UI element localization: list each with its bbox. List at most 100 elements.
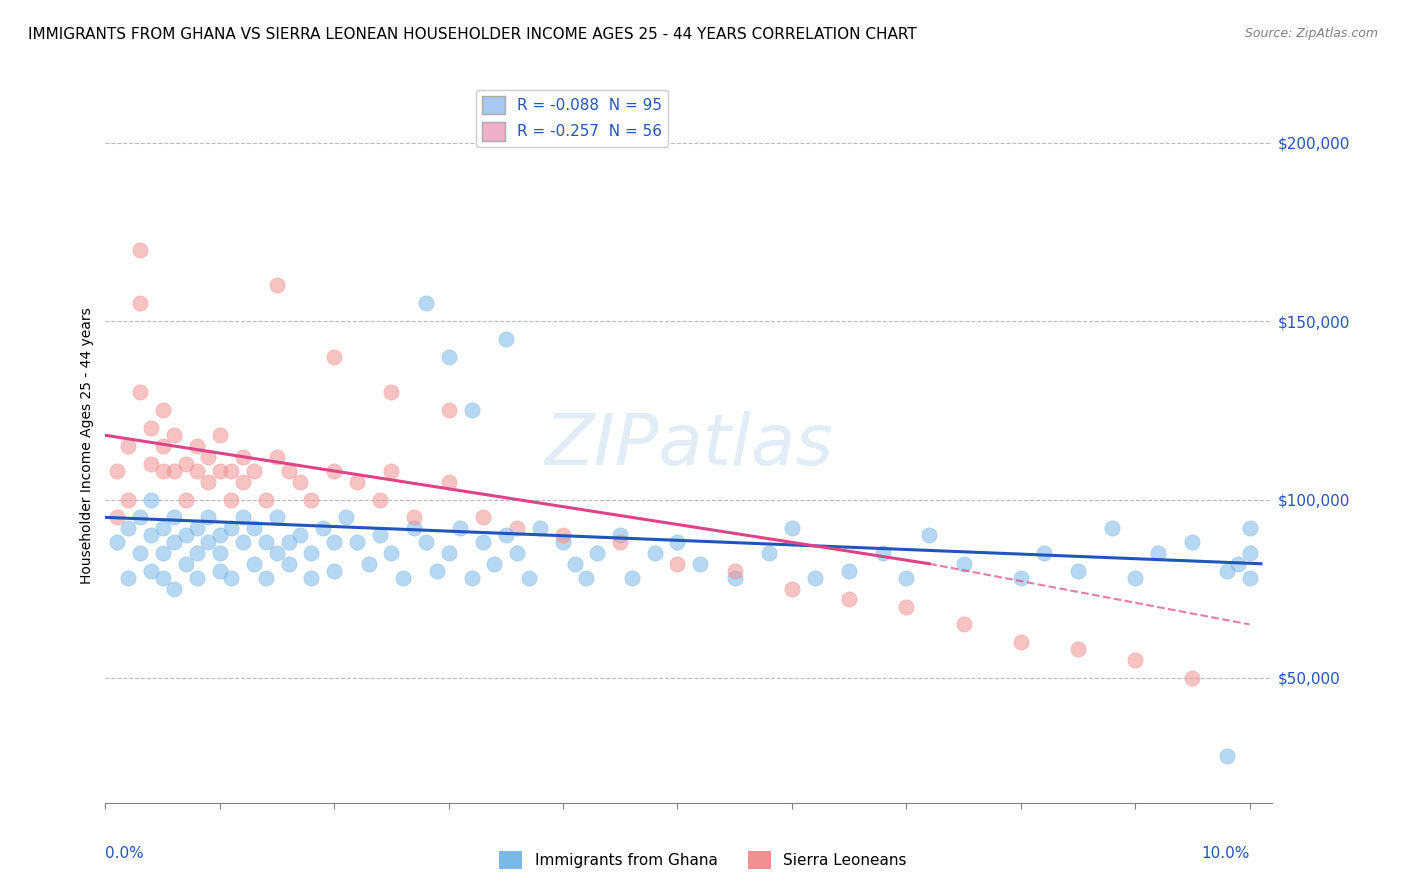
Point: [105, 510, 128, 524]
Point: [221, 464, 243, 478]
Point: [437, 546, 460, 560]
Point: [208, 528, 231, 542]
Point: [208, 464, 231, 478]
Point: [1239, 521, 1261, 535]
Point: [437, 403, 460, 417]
Point: [186, 571, 208, 585]
Point: [254, 571, 277, 585]
Text: IMMIGRANTS FROM GHANA VS SIERRA LEONEAN HOUSEHOLDER INCOME AGES 25 - 44 YEARS CO: IMMIGRANTS FROM GHANA VS SIERRA LEONEAN …: [28, 27, 917, 42]
Point: [266, 510, 288, 524]
Point: [1032, 546, 1054, 560]
Point: [221, 571, 243, 585]
Point: [666, 557, 689, 571]
Point: [152, 546, 174, 560]
Point: [197, 450, 219, 464]
Point: [404, 521, 426, 535]
Point: [105, 535, 128, 549]
Point: [128, 296, 150, 310]
Point: [288, 528, 311, 542]
Text: ZIPatlas: ZIPatlas: [544, 411, 834, 481]
Point: [896, 571, 918, 585]
Point: [380, 464, 402, 478]
Text: 0.0%: 0.0%: [105, 846, 145, 861]
Point: [174, 528, 197, 542]
Point: [472, 535, 495, 549]
Point: [152, 464, 174, 478]
Point: [299, 546, 322, 560]
Point: [208, 428, 231, 442]
Point: [380, 546, 402, 560]
Point: [186, 464, 208, 478]
Point: [838, 592, 860, 607]
Point: [1010, 571, 1032, 585]
Point: [163, 464, 186, 478]
Text: 10.0%: 10.0%: [1201, 846, 1250, 861]
Point: [838, 564, 860, 578]
Point: [529, 521, 551, 535]
Point: [288, 475, 311, 489]
Point: [1010, 635, 1032, 649]
Point: [415, 535, 437, 549]
Point: [323, 564, 346, 578]
Point: [609, 535, 631, 549]
Point: [644, 546, 666, 560]
Point: [152, 439, 174, 453]
Point: [323, 464, 346, 478]
Legend: R = -0.088  N = 95, R = -0.257  N = 56: R = -0.088 N = 95, R = -0.257 N = 56: [477, 90, 668, 147]
Point: [1239, 546, 1261, 560]
Point: [1239, 571, 1261, 585]
Point: [780, 521, 803, 535]
Point: [575, 571, 598, 585]
Point: [517, 571, 540, 585]
Point: [1181, 671, 1204, 685]
Point: [1067, 642, 1090, 657]
Point: [254, 535, 277, 549]
Point: [232, 510, 254, 524]
Point: [780, 582, 803, 596]
Point: [1101, 521, 1123, 535]
Point: [312, 521, 335, 535]
Point: [551, 535, 574, 549]
Point: [186, 546, 208, 560]
Point: [254, 492, 277, 507]
Point: [221, 521, 243, 535]
Point: [117, 571, 139, 585]
Point: [141, 492, 163, 507]
Point: [243, 521, 266, 535]
Point: [1181, 535, 1204, 549]
Point: [415, 296, 437, 310]
Point: [724, 564, 747, 578]
Point: [460, 403, 482, 417]
Point: [174, 492, 197, 507]
Point: [141, 528, 163, 542]
Point: [299, 492, 322, 507]
Point: [689, 557, 711, 571]
Point: [208, 546, 231, 560]
Point: [1215, 564, 1237, 578]
Point: [277, 557, 299, 571]
Point: [437, 475, 460, 489]
Point: [243, 557, 266, 571]
Point: [128, 510, 150, 524]
Point: [551, 528, 574, 542]
Point: [221, 492, 243, 507]
Point: [174, 557, 197, 571]
Point: [266, 546, 288, 560]
Point: [357, 557, 380, 571]
Point: [368, 492, 391, 507]
Point: [620, 571, 643, 585]
Point: [872, 546, 894, 560]
Y-axis label: Householder Income Ages 25 - 44 years: Householder Income Ages 25 - 44 years: [80, 308, 94, 584]
Point: [266, 278, 288, 293]
Point: [299, 571, 322, 585]
Point: [128, 546, 150, 560]
Point: [277, 464, 299, 478]
Point: [426, 564, 449, 578]
Point: [380, 385, 402, 400]
Point: [197, 535, 219, 549]
Point: [1067, 564, 1090, 578]
Point: [896, 599, 918, 614]
Point: [232, 450, 254, 464]
Point: [952, 557, 974, 571]
Point: [495, 528, 517, 542]
